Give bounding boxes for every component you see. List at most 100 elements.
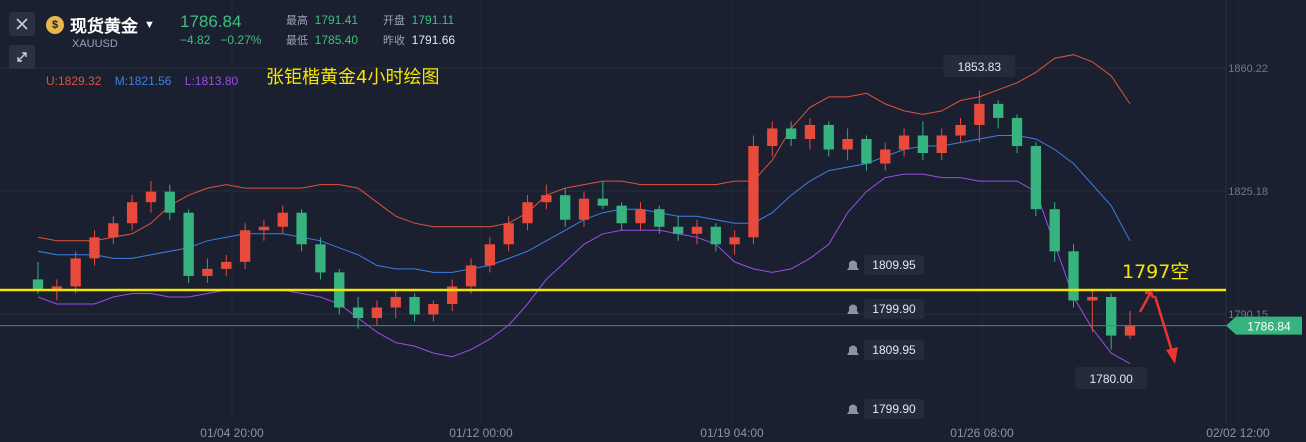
candle[interactable] <box>654 205 665 234</box>
candle[interactable] <box>296 209 307 252</box>
candle[interactable] <box>503 216 514 252</box>
candle[interactable] <box>842 128 853 161</box>
candle[interactable] <box>955 117 966 143</box>
candle[interactable] <box>1030 142 1042 217</box>
candle[interactable] <box>70 251 81 294</box>
candle[interactable] <box>917 121 929 161</box>
candle[interactable] <box>428 300 439 322</box>
candle[interactable] <box>315 237 326 280</box>
candle[interactable] <box>352 296 364 329</box>
alert-label: 1799.90 <box>872 302 916 316</box>
candle[interactable] <box>409 293 420 322</box>
candle-body <box>1011 117 1023 147</box>
candle-body <box>89 237 100 259</box>
up-arrow <box>1138 290 1155 313</box>
symbol-selector[interactable]: $ 现货黄金 ▼ <box>46 12 155 37</box>
candle[interactable] <box>785 121 797 147</box>
candle[interactable] <box>390 289 401 319</box>
candle[interactable] <box>691 219 703 245</box>
candle[interactable] <box>1124 311 1136 340</box>
candle[interactable] <box>729 230 740 255</box>
candle[interactable] <box>974 90 985 143</box>
candle[interactable] <box>635 202 646 231</box>
change-value: −4.82 <box>180 33 211 47</box>
candle[interactable] <box>277 205 288 234</box>
candle[interactable] <box>221 254 232 276</box>
candle[interactable] <box>541 184 552 210</box>
candle-body <box>108 223 119 238</box>
candle[interactable] <box>559 188 571 227</box>
mid-band-label: M:1821.56 <box>114 74 172 88</box>
lower-band-label: L:1813.80 <box>184 74 239 88</box>
candle[interactable] <box>748 135 759 245</box>
candle-body <box>164 191 175 213</box>
candle[interactable] <box>89 230 100 266</box>
candle[interactable] <box>1105 293 1117 350</box>
candle[interactable] <box>371 300 383 326</box>
close-button[interactable] <box>9 12 35 36</box>
candle-body <box>597 198 609 206</box>
candle[interactable] <box>1049 202 1060 262</box>
candle[interactable] <box>108 216 119 245</box>
candle[interactable] <box>823 121 834 157</box>
candle-body <box>710 226 721 245</box>
stat-low: 最低 1785.40 <box>286 33 359 47</box>
candle[interactable] <box>465 258 477 294</box>
bollinger-legend: U:1829.32 M:1821.56 L:1813.80 <box>46 74 238 88</box>
candle[interactable] <box>880 142 891 171</box>
candle[interactable] <box>936 128 947 161</box>
price-alert[interactable]: 1809.95 <box>847 255 924 275</box>
candle[interactable] <box>616 202 627 231</box>
candle-body <box>785 128 797 139</box>
candle-body <box>221 261 232 269</box>
candle[interactable] <box>993 100 1004 129</box>
candle[interactable] <box>126 195 138 231</box>
candle[interactable] <box>145 181 157 213</box>
candle-body <box>748 146 759 238</box>
change-percent: −0.27% <box>220 33 262 47</box>
candle[interactable] <box>804 117 816 150</box>
candle-body <box>145 191 157 203</box>
candle-body <box>541 195 552 203</box>
high-label-box <box>943 55 1016 77</box>
candle[interactable] <box>672 216 684 241</box>
candle-body <box>1087 296 1098 301</box>
candle-body <box>898 135 910 150</box>
candle[interactable] <box>1087 289 1098 333</box>
candle[interactable] <box>258 219 270 241</box>
candle[interactable] <box>898 128 910 157</box>
candle[interactable] <box>1011 114 1023 154</box>
candle-body <box>1105 296 1117 336</box>
candle[interactable] <box>447 279 458 312</box>
candle[interactable] <box>597 181 609 210</box>
candle[interactable] <box>578 191 590 227</box>
candle[interactable] <box>484 237 496 273</box>
price-alert[interactable]: 1799.90 <box>847 399 924 419</box>
candle[interactable] <box>1068 244 1079 308</box>
candle-body <box>32 279 44 290</box>
expand-button[interactable] <box>9 45 35 69</box>
candle-body <box>239 230 251 262</box>
candle[interactable] <box>767 121 778 157</box>
x-tick-label: 01/04 20:00 <box>200 426 264 440</box>
candle[interactable] <box>32 261 44 294</box>
candle-body <box>936 135 947 154</box>
candle[interactable] <box>710 223 721 252</box>
candle-body <box>447 286 458 304</box>
candle[interactable] <box>239 223 251 269</box>
candle[interactable] <box>183 209 194 283</box>
close-icon <box>16 18 28 30</box>
candle-body <box>296 212 307 245</box>
candle[interactable] <box>164 184 175 220</box>
candle-body <box>955 124 966 136</box>
candle-body <box>202 268 213 276</box>
candle[interactable] <box>522 195 533 231</box>
candle-body <box>672 226 684 234</box>
candle-body <box>993 103 1004 118</box>
candle[interactable] <box>202 258 213 283</box>
candle-body <box>1068 251 1079 301</box>
price-alert[interactable]: 1809.95 <box>847 340 924 360</box>
price-alert[interactable]: 1799.90 <box>847 299 924 319</box>
candle[interactable] <box>861 135 872 171</box>
